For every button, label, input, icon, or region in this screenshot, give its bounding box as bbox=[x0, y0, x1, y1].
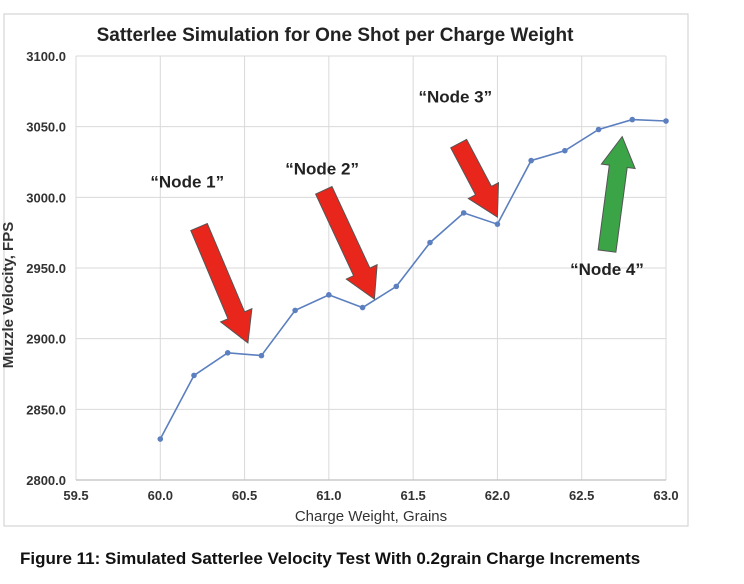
data-point bbox=[191, 372, 197, 379]
node-4-label: “Node 4” bbox=[570, 260, 644, 279]
data-point bbox=[393, 283, 400, 290]
y-tick-label: 2850.0 bbox=[26, 402, 66, 417]
data-point bbox=[258, 352, 265, 359]
chart-title: Satterlee Simulation for One Shot per Ch… bbox=[97, 25, 575, 46]
data-point bbox=[663, 118, 669, 124]
data-point bbox=[157, 436, 164, 442]
x-tick-label: 60.0 bbox=[148, 488, 173, 503]
x-tick-label: 60.5 bbox=[232, 488, 257, 503]
data-point bbox=[326, 292, 332, 298]
y-tick-label: 2900.0 bbox=[26, 332, 66, 347]
node-3-arrow bbox=[450, 138, 500, 218]
data-point bbox=[528, 157, 534, 164]
x-tick-label: 61.5 bbox=[400, 488, 425, 503]
data-point bbox=[427, 239, 433, 246]
x-tick-label: 59.5 bbox=[63, 488, 88, 503]
node-1-arrow bbox=[190, 222, 253, 344]
data-point bbox=[595, 126, 602, 133]
annotations: “Node 1” “Node 2” “Node 3” “Node 4” bbox=[150, 88, 644, 344]
y-tick-label: 3050.0 bbox=[26, 120, 66, 135]
y-tick-label: 3100.0 bbox=[26, 49, 66, 64]
node-4-arrow bbox=[597, 135, 636, 253]
y-tick-label: 2800.0 bbox=[26, 473, 66, 488]
series-line bbox=[159, 118, 667, 440]
x-tick-label: 62.5 bbox=[569, 488, 594, 503]
figure-caption: Figure 11: Simulated Satterlee Velocity … bbox=[20, 549, 641, 568]
data-point bbox=[562, 147, 568, 154]
y-tick-label: 3000.0 bbox=[26, 190, 66, 205]
x-tick-label: 61.0 bbox=[316, 488, 341, 503]
data-point bbox=[629, 116, 636, 123]
axes: 2800.0 2850.0 2900.0 2950.0 3000.0 3050.0 3100… bbox=[26, 49, 678, 503]
data-point bbox=[359, 304, 366, 311]
series-muzzle-velocity bbox=[157, 116, 669, 442]
chart-border bbox=[3, 13, 689, 527]
x-tick-label: 62.0 bbox=[485, 488, 510, 503]
x-tick-label: 63.0 bbox=[653, 488, 678, 503]
x-axis-label: Charge Weight, Grains bbox=[295, 508, 447, 525]
node-2-label: “Node 2” bbox=[285, 160, 359, 179]
y-axis-label: Muzzle Velocity, FPS bbox=[0, 222, 17, 368]
data-point bbox=[460, 210, 467, 216]
data-point bbox=[494, 221, 501, 227]
data-point bbox=[292, 307, 298, 314]
y-tick-label: 2950.0 bbox=[26, 261, 66, 276]
node-2-arrow bbox=[314, 185, 378, 301]
node-1-label: “Node 1” bbox=[150, 172, 224, 191]
data-point bbox=[224, 350, 231, 356]
node-3-label: “Node 3” bbox=[418, 88, 492, 107]
